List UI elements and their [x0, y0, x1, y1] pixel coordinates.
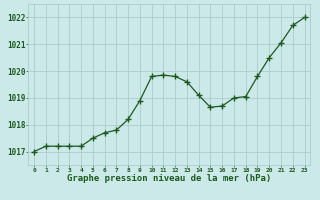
X-axis label: Graphe pression niveau de la mer (hPa): Graphe pression niveau de la mer (hPa) — [67, 174, 271, 183]
